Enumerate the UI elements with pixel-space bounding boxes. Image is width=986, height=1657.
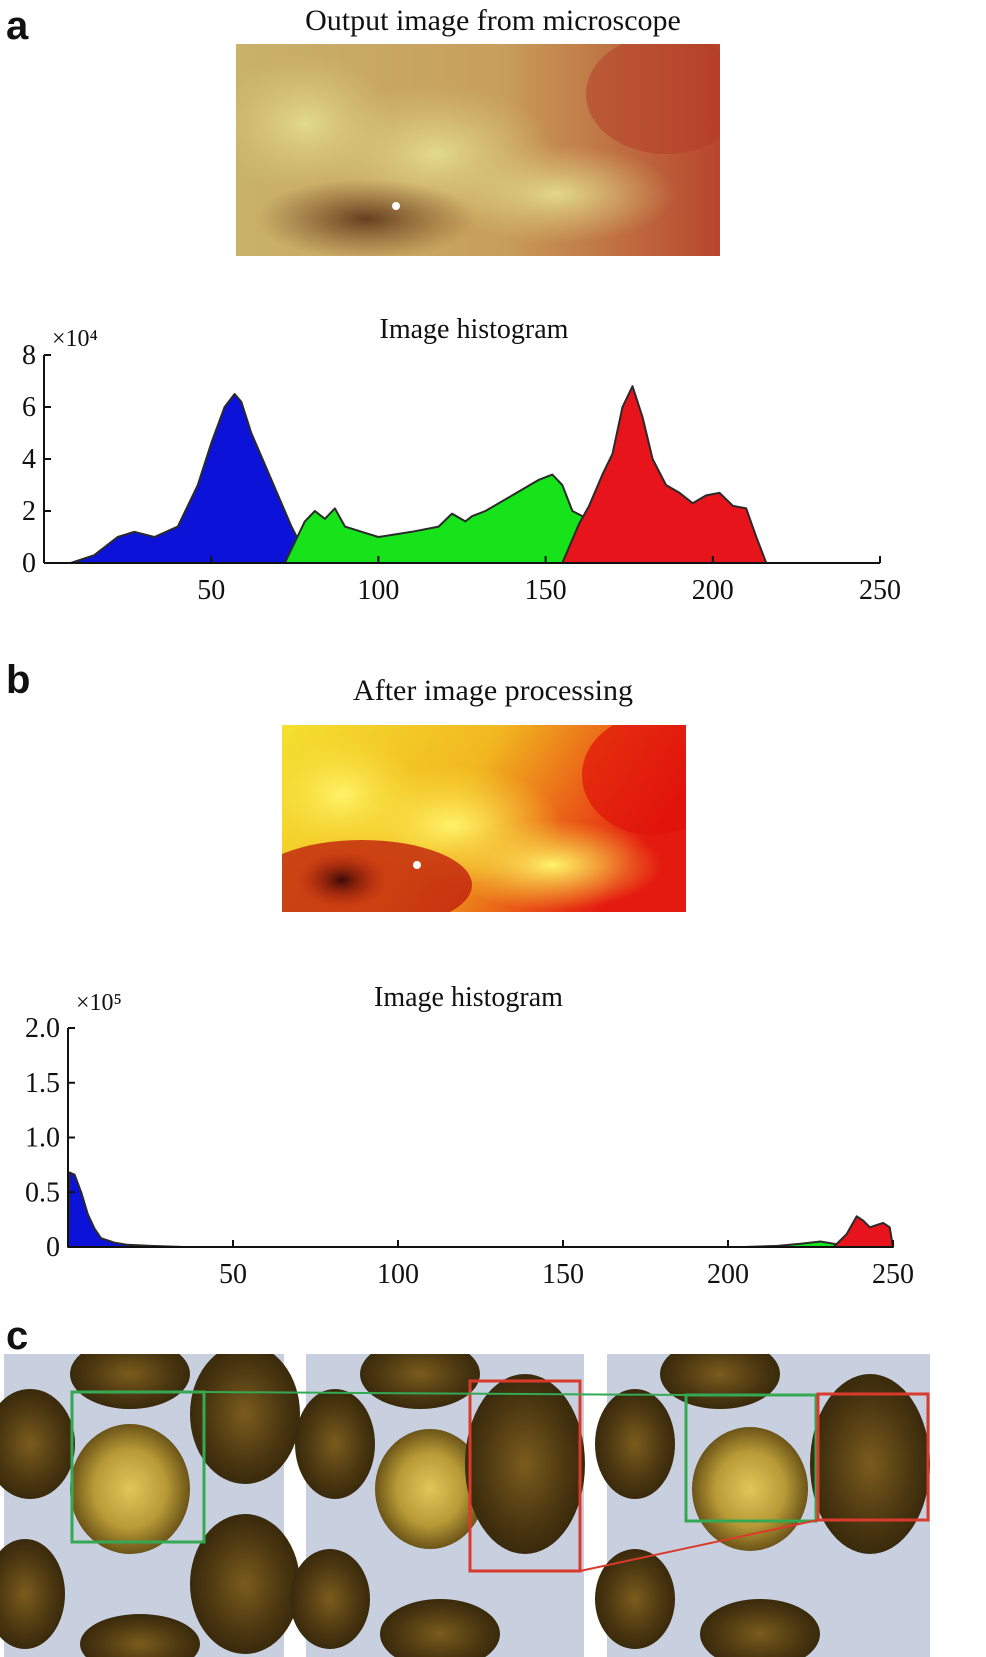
y-tick-label-a: 4	[22, 444, 36, 475]
x-tick-label-a: 150	[525, 575, 567, 606]
x-tick-label-b: 100	[377, 1259, 419, 1290]
x-tick-label-a: 200	[692, 575, 734, 606]
tracking-frame-3	[595, 1354, 930, 1657]
x-tick-label-b: 200	[707, 1259, 749, 1290]
y-scale-label-b: ×10⁵	[76, 990, 122, 1016]
chart-title-a: Image histogram	[380, 314, 569, 345]
x-tick-label-b: 150	[542, 1259, 584, 1290]
tracking-frame-2	[290, 1354, 585, 1657]
x-tick-label-a: 50	[197, 575, 225, 606]
y-tick-label-b: 0	[46, 1232, 60, 1263]
image-title-a: Output image from microscope	[305, 4, 681, 37]
y-tick-label-b: 1.5	[25, 1068, 60, 1099]
panel-letter-c: c	[6, 1314, 29, 1358]
tracking-frame-1	[0, 1354, 300, 1657]
x-tick-label-b: 50	[219, 1259, 247, 1290]
red-track-line	[579, 1519, 819, 1572]
microscope-image-processed	[282, 725, 686, 912]
chart-title-b: Image histogram	[374, 982, 563, 1013]
y-tick-label-a: 2	[22, 496, 36, 527]
y-tick-label-b: 0.5	[25, 1177, 60, 1208]
x-tick-label-b: 250	[872, 1259, 914, 1290]
green-track-line	[203, 1391, 687, 1396]
x-tick-label-a: 100	[357, 575, 399, 606]
y-tick-label-b: 1.0	[25, 1123, 60, 1154]
y-tick-label-a: 8	[22, 340, 36, 371]
tracking-image-strip	[0, 1354, 930, 1657]
histogram-red-area-b	[832, 1215, 894, 1248]
image-title-b: After image processing	[353, 674, 633, 707]
histogram-chart-a: Image histogram ×10⁴ 0 2 4 6 8 50 100 150 200 250	[22, 314, 901, 606]
y-tick-label-a: 0	[22, 548, 36, 579]
x-tick-label-a: 250	[859, 575, 901, 606]
y-tick-label-b: 2.0	[25, 1013, 60, 1044]
y-scale-label-a: ×10⁴	[52, 326, 98, 352]
microscope-image-original	[236, 44, 720, 256]
y-tick-label-a: 6	[22, 392, 36, 423]
histogram-blue-area-b	[67, 1171, 185, 1248]
panel-letter-b: b	[6, 658, 31, 702]
panel-letter-a: a	[6, 4, 29, 48]
histogram-blue-area-a	[69, 393, 313, 564]
histogram-red-area-a	[561, 385, 768, 564]
histogram-chart-b: Image histogram ×10⁵ 0 0.5 1.0 1.5 2.0 50 100 150…	[25, 982, 914, 1290]
